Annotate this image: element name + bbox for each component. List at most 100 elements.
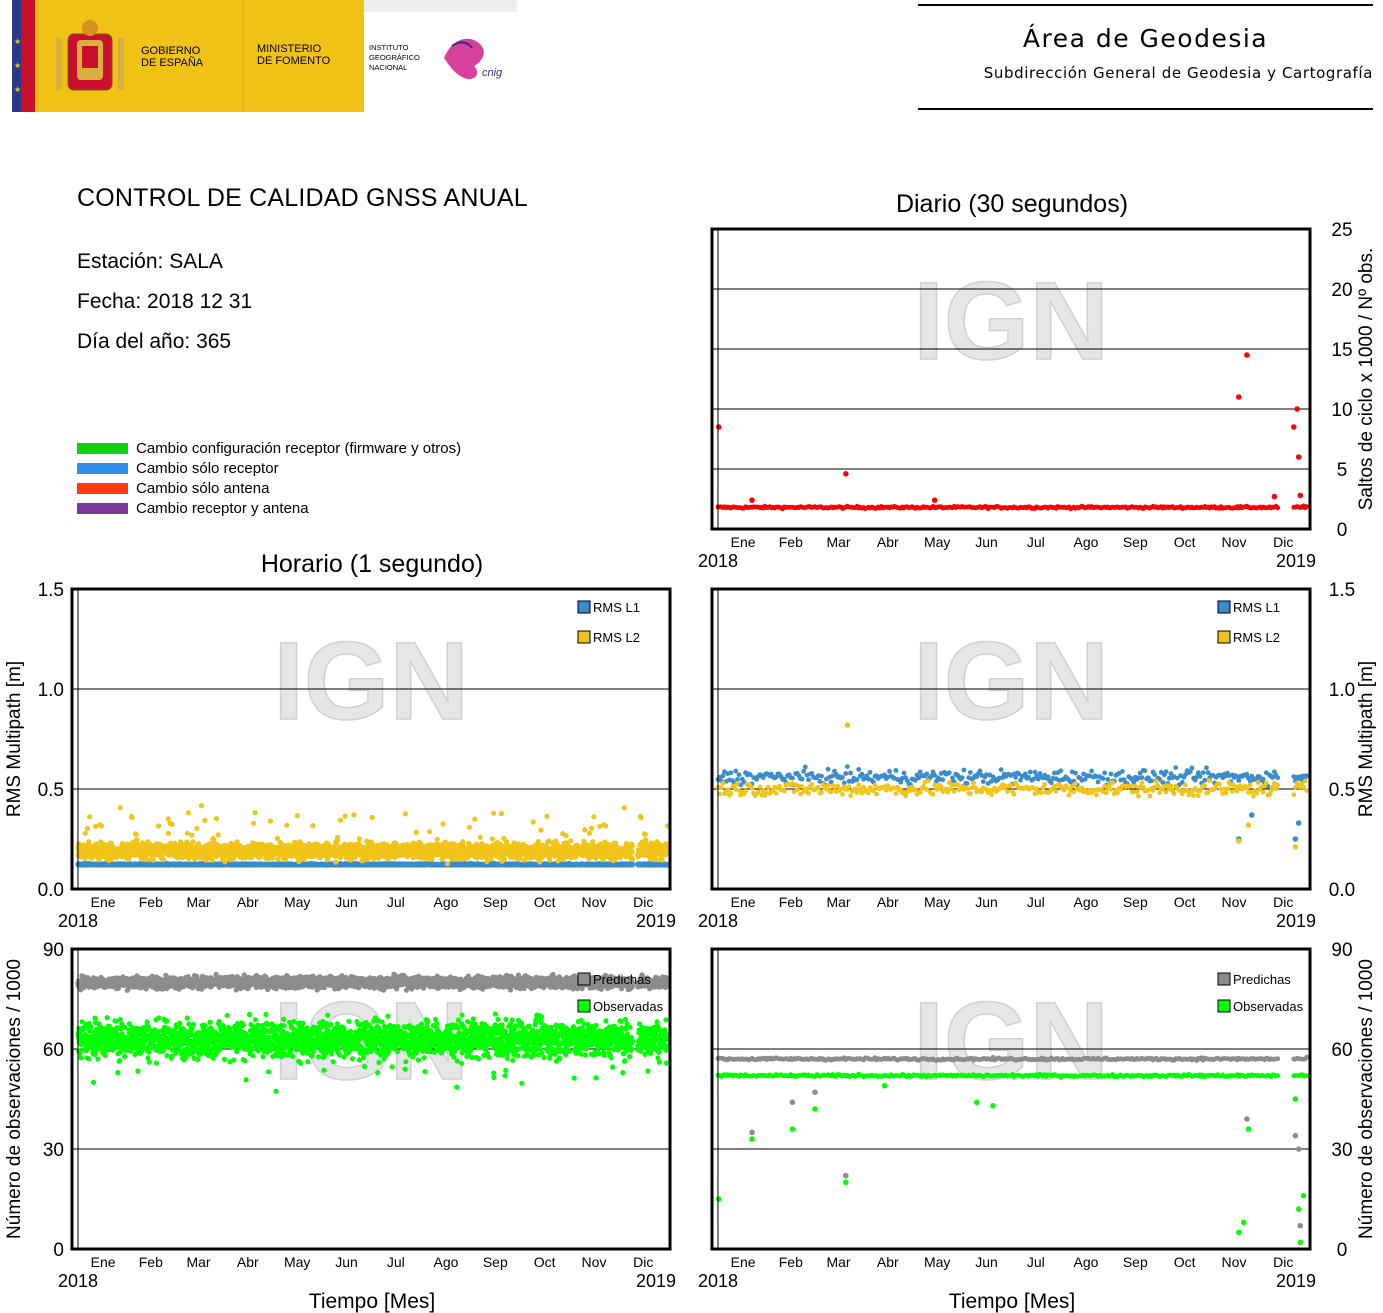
data-point	[568, 838, 574, 844]
y-tick-label: 25	[1331, 220, 1352, 241]
data-point	[161, 857, 167, 863]
data-point	[275, 856, 281, 862]
plot-frame	[710, 227, 1312, 531]
x-month-label: Jun	[975, 534, 998, 550]
daily-section-title: Diario (30 segundos)	[896, 190, 1128, 218]
x-month-label: Abr	[877, 534, 899, 550]
cnig-logo-icon: cnig	[444, 38, 503, 80]
legend-swatch	[77, 482, 128, 494]
x-month-label: Dic	[1273, 534, 1293, 550]
data-point	[156, 823, 162, 829]
data-point	[489, 836, 495, 842]
data-point	[589, 825, 595, 832]
legend-swatch	[77, 462, 128, 474]
legend-label: Cambio configuración receptor (firmware …	[136, 439, 462, 457]
data-point	[213, 816, 220, 822]
data-point	[86, 839, 92, 845]
data-point	[538, 827, 544, 833]
x-month-label: Oct	[1174, 534, 1196, 550]
legend-item-receiver: Cambio sólo receptor	[77, 458, 461, 478]
star-icon: ★ ★ ★	[14, 37, 21, 94]
data-point	[335, 834, 341, 841]
data-point	[310, 823, 316, 829]
outlier-point	[931, 497, 938, 504]
legend-label: Cambio sólo antena	[136, 479, 270, 497]
data-point	[413, 829, 419, 836]
data-point	[87, 814, 93, 820]
x-month-label: Ago	[1074, 534, 1099, 550]
data-point	[251, 820, 257, 826]
data-point	[194, 825, 200, 832]
data-point	[189, 832, 195, 838]
data-point	[517, 856, 523, 862]
data-point	[590, 839, 596, 845]
data-point	[535, 838, 541, 845]
y-tick-label: 0	[1337, 520, 1348, 541]
outlier-point	[1271, 493, 1278, 500]
area-title: Área de Geodesia	[1022, 24, 1269, 53]
legend-swatch	[77, 502, 128, 514]
outlier-point	[716, 424, 722, 430]
data-point	[586, 830, 593, 836]
area-header: Área de Geodesia Subdirección General de…	[918, 4, 1373, 112]
data-point	[84, 825, 91, 832]
data-point	[169, 821, 175, 828]
x-month-label: May	[924, 534, 950, 550]
doy-label: Día del año: 365	[77, 330, 232, 353]
report-title: CONTROL DE CALIDAD GNSS ANUAL	[77, 184, 528, 212]
outlier-point	[1291, 424, 1297, 430]
data-point	[98, 823, 105, 829]
y-tick-label: 20	[1331, 280, 1352, 301]
data-points	[715, 352, 1310, 512]
x-month-label: Jul	[1027, 534, 1045, 550]
data-point	[434, 836, 440, 842]
ministry-line2: DE FOMENTO	[257, 55, 331, 67]
data-point	[333, 859, 339, 865]
data-point	[444, 861, 451, 867]
y-axis-title: Saltos de ciclo x 1000 / Nº obs.	[1356, 248, 1377, 511]
data-point	[591, 814, 597, 820]
data-point	[209, 857, 215, 863]
ministry-line1: MINISTERIO	[257, 43, 322, 55]
data-point	[133, 831, 139, 837]
data-point	[427, 829, 433, 835]
data-point	[165, 816, 171, 822]
data-point	[440, 821, 446, 827]
data-point	[498, 810, 504, 817]
ign-line2: GEOGRÁFICO	[369, 53, 420, 62]
header-logos: ★ ★ ★ GOBIERNO DE ESPAÑA MINISTERIO DE F…	[12, 0, 517, 112]
data-point	[477, 834, 483, 840]
area-subtitle: Subdirección General de Geodesia y Carto…	[983, 64, 1373, 82]
outlier-point	[749, 497, 755, 504]
data-point	[267, 818, 273, 824]
x-month-label: Ene	[731, 534, 756, 550]
x-month-label: Mar	[826, 534, 850, 550]
x-month-label: Feb	[779, 534, 803, 550]
outlier-point	[1236, 394, 1242, 400]
data-point	[150, 857, 156, 863]
data-point	[466, 824, 472, 831]
legend-item-antenna: Cambio sólo antena	[77, 478, 461, 498]
data-point	[342, 813, 348, 819]
y-tick-label: 15	[1331, 340, 1352, 361]
data-point	[294, 813, 300, 819]
ign-line3: NACIONAL	[369, 63, 407, 72]
data-points	[75, 803, 671, 868]
data-point	[198, 803, 205, 809]
legend-label: Cambio receptor y antena	[136, 499, 309, 517]
data-point	[491, 810, 497, 816]
data-point	[134, 837, 140, 843]
data-point	[252, 810, 258, 816]
data-point	[547, 857, 553, 863]
station-label: Estación: SALA	[77, 250, 223, 273]
gov-line1: GOBIERNO	[141, 45, 201, 57]
date-label: Fecha: 2018 12 31	[77, 290, 253, 313]
outlier-point	[843, 471, 849, 477]
plot-area	[712, 229, 1310, 529]
legend-swatch	[77, 442, 128, 454]
data-point	[222, 859, 228, 865]
data-point	[337, 817, 344, 823]
legend-label: Cambio sólo receptor	[136, 459, 279, 477]
